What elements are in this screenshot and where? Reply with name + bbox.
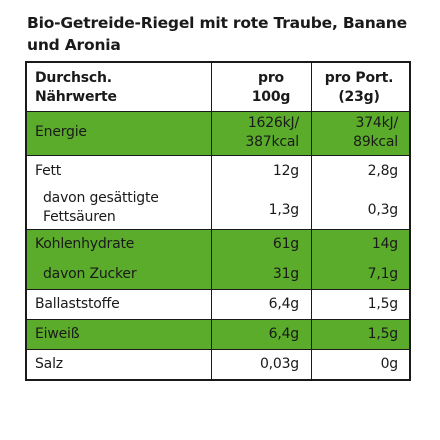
saturated-fat-per-100g: 1,3g <box>268 202 300 218</box>
table-row-sugar: davon Zucker 31g 7,1g <box>27 259 409 289</box>
row-divider <box>27 289 409 290</box>
table-row-fat: Fett 12g 2,8g <box>27 155 409 185</box>
header-nutrients: Durchsch. Nährwerte <box>35 69 117 107</box>
protein-per-100g: 6,4g <box>268 326 300 342</box>
fiber-per-100g: 6,4g <box>268 296 300 312</box>
row-label-saturated-fat: davon gesättigte Fettsäuren <box>43 189 159 227</box>
row-divider <box>27 111 409 112</box>
table-row-energy: Energie 1626kJ/ 387kcal 374kJ/ 89kcal <box>27 111 409 155</box>
column-divider <box>211 63 212 379</box>
fiber-per-portion: 1,5g <box>367 296 399 312</box>
header-per-100g: pro 100g <box>241 69 301 107</box>
energy-per-100g-kj: 1626kJ/ <box>247 115 299 131</box>
row-divider <box>27 229 409 230</box>
row-label-sugar: davon Zucker <box>43 266 137 282</box>
energy-per-100g: 1626kJ/ 387kcal <box>245 114 299 152</box>
table-row-carbohydrates: Kohlenhydrate 61g 14g <box>27 229 409 259</box>
row-label-fat: Fett <box>35 163 62 179</box>
header-nutrients-line1: Durchsch. <box>35 70 112 86</box>
header-per-portion-line2: (23g) <box>338 89 380 105</box>
row-label-carbohydrates: Kohlenhydrate <box>35 236 135 252</box>
energy-per-portion-kcal: 89kcal <box>353 134 398 150</box>
salt-per-portion: 0g <box>380 356 399 372</box>
table-header-row: Durchsch. Nährwerte pro 100g pro Port. (… <box>27 63 409 111</box>
table-row-fiber: Ballaststoffe 6,4g 1,5g <box>27 289 409 319</box>
sugar-per-portion: 7,1g <box>367 266 399 282</box>
sugar-per-100g: 31g <box>272 266 299 282</box>
row-label-salt: Salz <box>35 356 63 372</box>
table-row-salt: Salz 0,03g 0g <box>27 349 409 379</box>
row-label-protein: Eiweiß <box>35 326 80 342</box>
row-divider <box>27 349 409 350</box>
row-divider <box>27 155 409 156</box>
column-divider <box>311 63 312 379</box>
row-divider <box>27 319 409 320</box>
saturated-fat-per-portion: 0,3g <box>367 202 399 218</box>
table-row-saturated-fat: davon gesättigte Fettsäuren 1,3g 0,3g <box>27 185 409 229</box>
carbohydrates-per-portion: 14g <box>371 236 398 252</box>
salt-per-100g: 0,03g <box>259 356 299 372</box>
protein-per-portion: 1,5g <box>367 326 399 342</box>
fat-per-portion: 2,8g <box>367 163 399 179</box>
header-nutrients-line2: Nährwerte <box>35 89 117 105</box>
energy-per-100g-kcal: 387kcal <box>245 134 299 150</box>
nutrition-table: Durchsch. Nährwerte pro 100g pro Port. (… <box>25 61 411 381</box>
fat-per-100g: 12g <box>272 163 299 179</box>
header-per-portion: pro Port. (23g) <box>319 69 399 107</box>
row-label-energy: Energie <box>35 124 87 140</box>
row-label-fiber: Ballaststoffe <box>35 296 120 312</box>
product-title: Bio-Getreide-Riegel mit rote Traube, Ban… <box>27 14 407 54</box>
header-per-100g-line1: pro <box>258 70 284 86</box>
carbohydrates-per-100g: 61g <box>272 236 299 252</box>
energy-per-portion-kj: 374kJ/ <box>355 115 399 131</box>
header-per-portion-line1: pro Port. <box>324 70 394 86</box>
table-row-protein: Eiweiß 6,4g 1,5g <box>27 319 409 349</box>
row-label-saturated-fat-line2: Fettsäuren <box>43 209 116 225</box>
row-label-saturated-fat-line1: davon gesättigte <box>43 190 159 206</box>
header-per-100g-line2: 100g <box>251 89 291 105</box>
energy-per-portion: 374kJ/ 89kcal <box>353 114 398 152</box>
